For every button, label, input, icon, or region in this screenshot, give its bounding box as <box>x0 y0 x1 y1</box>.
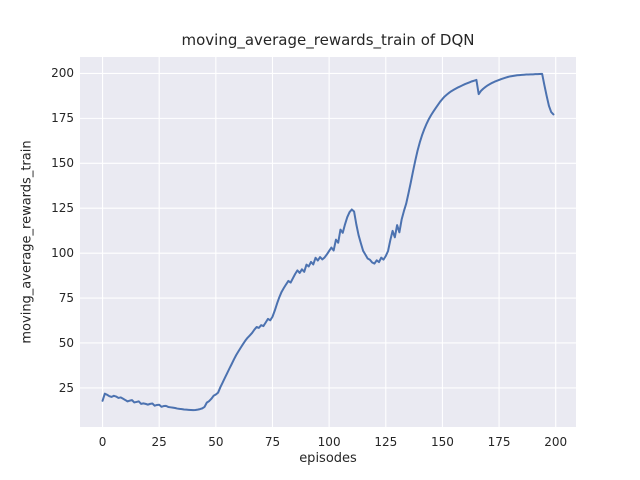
x-tick-label: 25 <box>151 435 167 449</box>
x-tick-label: 100 <box>317 435 341 449</box>
y-tick-label: 200 <box>51 66 74 81</box>
data-line <box>101 72 555 412</box>
y-tick-label: 175 <box>51 111 74 126</box>
y-tick-label: 150 <box>51 156 74 171</box>
y-tick-label: 25 <box>58 380 74 395</box>
x-tick-label: 150 <box>430 435 454 449</box>
x-tick-label: 50 <box>208 435 224 449</box>
plot-area <box>80 57 576 427</box>
x-tick-label: 125 <box>374 435 398 449</box>
x-tick-label: 200 <box>544 435 568 449</box>
chart-title: moving_average_rewards_train of DQN <box>181 31 475 49</box>
x-tick-label: 175 <box>487 435 511 449</box>
y-tick-label: 50 <box>58 335 74 350</box>
y-tick-label: 75 <box>58 291 74 306</box>
x-tick-label: 75 <box>264 435 281 449</box>
y-tick-label: 125 <box>51 201 74 216</box>
x-tick-label: 0 <box>98 435 107 449</box>
chart-canvas <box>80 57 576 427</box>
x-axis-label: episodes <box>299 451 357 466</box>
y-axis-label: moving_average_rewards_train <box>19 140 35 344</box>
y-tick-label: 100 <box>51 246 74 261</box>
